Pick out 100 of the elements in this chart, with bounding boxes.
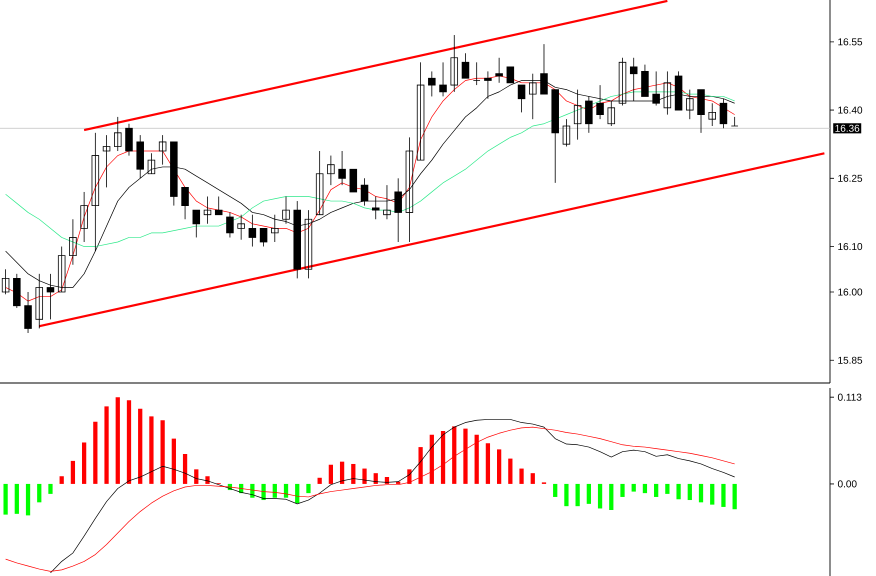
bar bbox=[126, 400, 132, 484]
bar bbox=[182, 454, 188, 484]
candlestick bbox=[148, 152, 156, 174]
y-tick-label: 16.40 bbox=[838, 106, 862, 114]
candlestick bbox=[271, 214, 279, 242]
candlestick bbox=[125, 123, 133, 156]
candlestick bbox=[596, 84, 604, 120]
candlestick bbox=[462, 52, 470, 79]
candlestick bbox=[338, 150, 346, 186]
bar bbox=[14, 484, 19, 514]
candlestick bbox=[282, 196, 290, 224]
bar bbox=[194, 469, 198, 484]
candlestick bbox=[574, 89, 582, 140]
candlestick bbox=[372, 196, 380, 220]
candlestick bbox=[92, 132, 100, 252]
bar bbox=[553, 484, 558, 497]
y-tick-label: 16.00 bbox=[838, 288, 862, 296]
candlestick bbox=[730, 116, 738, 126]
bar bbox=[48, 484, 53, 494]
candlestick bbox=[406, 136, 414, 242]
bar bbox=[351, 464, 356, 484]
candlestick bbox=[316, 150, 324, 216]
bar bbox=[721, 484, 726, 507]
candlestick bbox=[450, 34, 458, 92]
y-tick-label: 16.25 bbox=[838, 174, 862, 182]
bar bbox=[60, 476, 64, 484]
candlestick bbox=[192, 210, 200, 238]
bar bbox=[3, 484, 8, 515]
bar bbox=[37, 484, 42, 502]
bar bbox=[82, 442, 86, 484]
bar bbox=[642, 484, 648, 494]
candlestick bbox=[237, 214, 245, 240]
bar bbox=[598, 484, 602, 508]
bar bbox=[116, 397, 120, 484]
candlestick bbox=[562, 118, 570, 147]
candlestick bbox=[360, 178, 368, 206]
bar bbox=[306, 484, 311, 494]
bar bbox=[654, 484, 658, 497]
bar bbox=[104, 406, 109, 484]
bar bbox=[70, 460, 76, 484]
candlestick bbox=[214, 196, 222, 216]
bar bbox=[250, 484, 254, 498]
bar bbox=[676, 484, 681, 500]
bar bbox=[632, 484, 636, 492]
candlestick bbox=[518, 84, 526, 113]
bar bbox=[172, 438, 176, 484]
bar bbox=[272, 484, 277, 498]
bar bbox=[665, 484, 670, 494]
y-tick-label: 16.55 bbox=[838, 38, 862, 46]
bar bbox=[576, 484, 580, 506]
candlestick bbox=[439, 62, 447, 97]
bar bbox=[698, 484, 704, 502]
bar bbox=[530, 473, 535, 484]
bar bbox=[688, 484, 692, 500]
bar bbox=[295, 484, 300, 504]
candlestick bbox=[585, 96, 593, 134]
bar bbox=[564, 484, 569, 506]
bar bbox=[362, 468, 367, 484]
bar bbox=[732, 484, 737, 510]
bar bbox=[710, 484, 714, 505]
candlestick bbox=[495, 57, 503, 84]
candlestick bbox=[260, 228, 268, 247]
bar bbox=[519, 468, 524, 484]
candlestick bbox=[686, 89, 694, 120]
candlestick bbox=[204, 196, 212, 224]
bar bbox=[586, 484, 591, 504]
bar bbox=[496, 449, 502, 484]
candlestick bbox=[708, 102, 716, 126]
candlestick bbox=[383, 184, 391, 220]
bar bbox=[318, 478, 322, 484]
y-tick-label: 0.113 bbox=[838, 394, 862, 401]
bar bbox=[620, 484, 625, 497]
bar bbox=[328, 464, 334, 484]
candlestick bbox=[226, 212, 234, 238]
candlestick bbox=[720, 98, 728, 129]
candlestick bbox=[327, 155, 335, 186]
bar bbox=[430, 434, 434, 484]
ref-line-label: 16.36 bbox=[835, 124, 860, 132]
candlestick bbox=[24, 292, 32, 334]
bar bbox=[93, 422, 98, 484]
candlestick bbox=[181, 187, 189, 220]
candlestick bbox=[428, 71, 436, 97]
candlestick bbox=[2, 268, 10, 295]
bar bbox=[138, 408, 142, 484]
y-tick-label: 0.00 bbox=[838, 480, 857, 488]
candlestick bbox=[472, 62, 480, 86]
bar bbox=[160, 420, 165, 484]
candlestick bbox=[114, 116, 122, 152]
candlestick bbox=[102, 134, 110, 188]
candlestick bbox=[304, 210, 312, 279]
candlestick bbox=[248, 214, 256, 247]
y-tick-label: 15.85 bbox=[838, 356, 862, 364]
candlestick bbox=[80, 192, 88, 242]
bar bbox=[486, 443, 490, 484]
bar bbox=[440, 430, 446, 484]
candlestick bbox=[158, 134, 166, 166]
bar bbox=[149, 416, 154, 484]
candlestick bbox=[394, 178, 402, 242]
candlestick bbox=[350, 168, 358, 192]
candlestick bbox=[416, 62, 424, 161]
